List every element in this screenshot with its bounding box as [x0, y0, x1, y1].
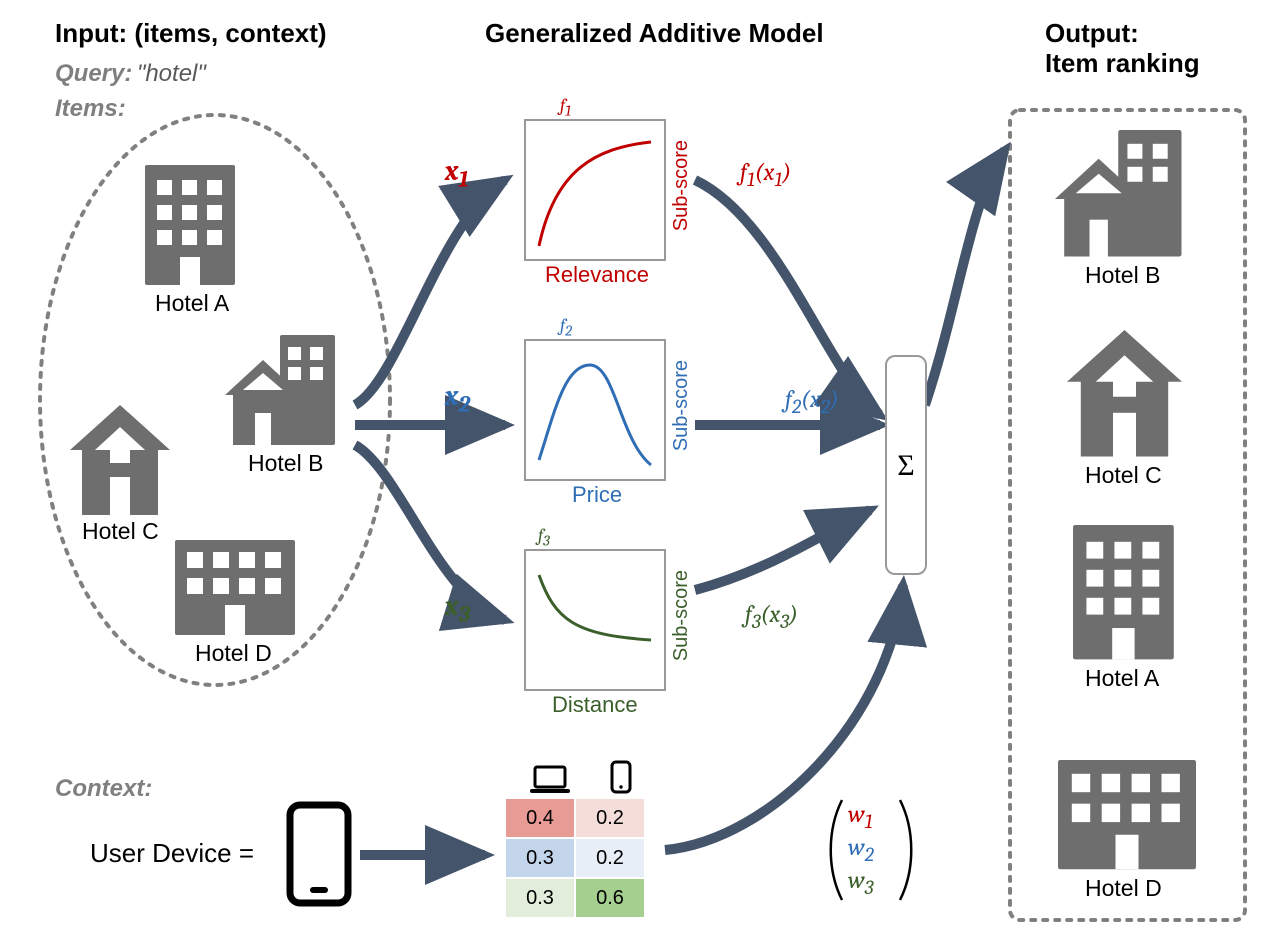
yaxis-relevance: Sub-score [670, 140, 693, 231]
header-input: Input: (items, context) [55, 18, 327, 49]
hotel-c-label: Hotel C [82, 518, 159, 545]
arrow-f3 [695, 510, 870, 590]
diagram-canvas: Input: (items, context) Generalized Addi… [0, 0, 1270, 940]
out-hotel-d-icon [1058, 760, 1196, 869]
sigma-symbol: Σ [897, 448, 914, 483]
hotel-b-icon [225, 335, 335, 445]
yaxis-distance: Sub-score [670, 570, 693, 661]
w2: w2 [848, 833, 874, 866]
ctx-laptop-r3: 0.3 [505, 878, 575, 918]
laptop-icon [530, 767, 570, 793]
hotel-d-icon [175, 540, 295, 635]
query-label: Query: [55, 60, 132, 87]
hotel-c-icon [70, 405, 170, 515]
header-output-2: Item ranking [1045, 48, 1200, 79]
f2-label: f2 [560, 315, 572, 340]
ctx-laptop-r2: 0.3 [505, 838, 575, 878]
out-label-4: Hotel D [1085, 875, 1162, 902]
out-hotel-c-icon [1067, 330, 1182, 457]
paren-left [831, 800, 842, 900]
out-label-2: Hotel C [1085, 462, 1162, 489]
arrow-x3 [355, 445, 505, 620]
paren-right [900, 800, 911, 900]
yaxis-price: Sub-score [670, 360, 693, 451]
ctx-laptop-r1: 0.4 [505, 798, 575, 838]
ctx-phone-r2: 0.2 [575, 838, 645, 878]
hotel-d-label: Hotel D [195, 640, 272, 667]
arrow-f1 [695, 180, 880, 415]
hotel-a-icon [145, 165, 235, 285]
weights-vector: w1 w2 w3 [848, 800, 874, 898]
query-value: "hotel" [137, 60, 206, 87]
chart-distance-box [525, 550, 665, 690]
header-output-1: Output: [1045, 18, 1139, 49]
w1: w1 [848, 800, 874, 833]
axis-price: Price [572, 482, 622, 508]
x1-label: x1 [445, 155, 469, 193]
out-hotel-a-icon [1073, 525, 1174, 659]
chart-relevance-box [525, 120, 665, 260]
out-label-1: Hotel B [1085, 262, 1160, 289]
ctx-phone-r3: 0.6 [575, 878, 645, 918]
ctx-phone-r1: 0.2 [575, 798, 645, 838]
context-table: 0.4 0.2 0.3 0.2 0.3 0.6 [505, 798, 645, 918]
axis-relevance: Relevance [545, 262, 649, 288]
out-hotel-b-icon [1055, 130, 1182, 257]
items-label: Items: [55, 95, 126, 123]
f3-label: f3 [538, 525, 550, 550]
user-device-label: User Device = [90, 838, 254, 869]
f2x2-label: f2(x2) [785, 385, 839, 418]
header-model: Generalized Additive Model [485, 18, 824, 49]
f1x1-label: f1(x1) [740, 158, 791, 191]
w3: w3 [848, 866, 874, 899]
phone-icon [290, 805, 348, 903]
arrow-out [925, 150, 1005, 405]
query-line: Query: "hotel" [55, 60, 206, 88]
hotel-a-label: Hotel A [155, 290, 229, 317]
f1-label: f1 [560, 95, 571, 120]
axis-distance: Distance [552, 692, 638, 718]
x2-label: x2 [445, 380, 470, 418]
out-label-3: Hotel A [1085, 665, 1159, 692]
context-label: Context: [55, 775, 152, 803]
x3-label: x3 [445, 590, 470, 628]
phone-small-icon [612, 762, 630, 792]
hotel-b-label: Hotel B [248, 450, 323, 477]
f3x3-label: f3(x3) [745, 600, 798, 633]
sigma-box: Σ [885, 355, 927, 575]
